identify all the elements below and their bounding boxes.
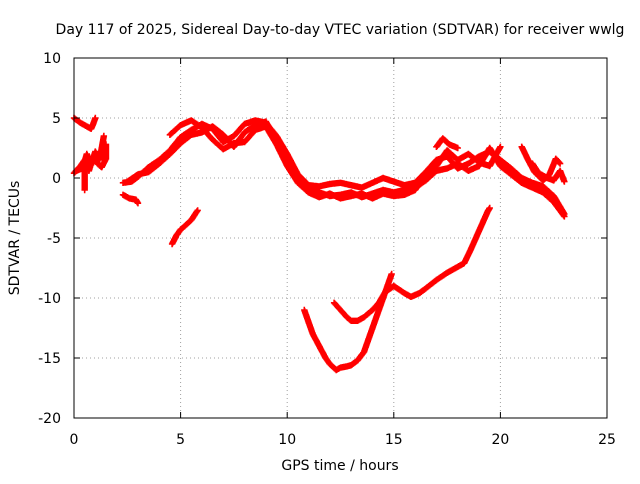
chart-title: Day 117 of 2025, Sidereal Day-to-day VTE… [56, 22, 625, 38]
x-tick-label: 25 [598, 432, 616, 448]
data-series-low-arc-b [330, 204, 493, 324]
x-tick-label: 0 [70, 432, 79, 448]
data-marker-track [330, 204, 493, 324]
x-tick-label: 15 [385, 432, 403, 448]
y-tick-label: -10 [38, 291, 61, 307]
y-tick-label: 5 [52, 111, 61, 127]
y-tick-label: 10 [43, 51, 61, 67]
y-tick-label: -15 [38, 351, 61, 367]
x-tick-label: 20 [491, 432, 509, 448]
y-tick-label: 0 [52, 171, 61, 187]
data-marker-track [72, 132, 108, 174]
data-marker-track [119, 191, 142, 207]
x-tick-label: 5 [176, 432, 185, 448]
data-marker-track [81, 165, 88, 194]
tick-layer [73, 57, 608, 419]
data-series-early-low [168, 207, 201, 248]
data-series-main-track-b [72, 132, 108, 174]
y-tick-label: -5 [47, 231, 61, 247]
data-series-main-track-e [166, 117, 504, 202]
data-series-late-right-b [529, 160, 568, 185]
data-marker-track [433, 135, 461, 152]
data-marker-track [166, 117, 504, 202]
x-tick-label: 10 [278, 432, 296, 448]
data-series-dip-track [119, 191, 142, 207]
data-series-early-drop [81, 165, 88, 194]
data-layer [70, 114, 568, 374]
x-axis-label: GPS time / hours [281, 458, 398, 474]
data-series-late-top [433, 135, 461, 152]
y-axis-label: SDTVAR / TECUs [7, 181, 23, 296]
tick-label-layer: 0 5 10 15 20 25 -20 -15 -10 -5 0 5 10 [38, 51, 616, 448]
data-marker-track [168, 207, 201, 248]
data-marker-track [529, 160, 568, 185]
y-tick-label: -20 [38, 411, 61, 427]
